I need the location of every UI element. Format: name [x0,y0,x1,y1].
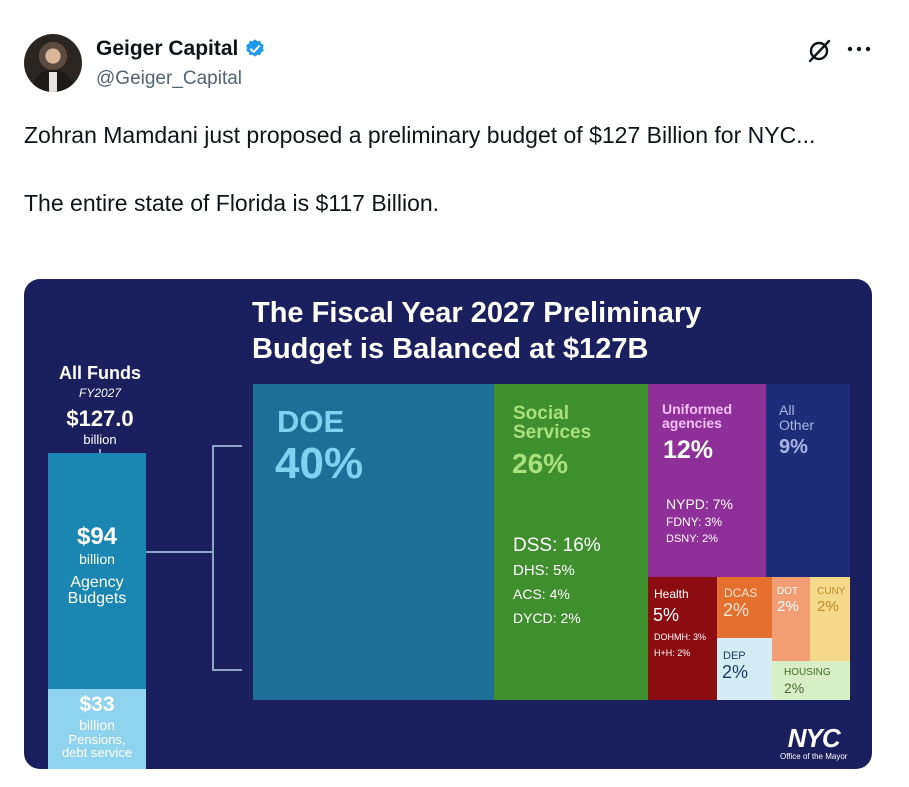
author-name-row[interactable]: Geiger Capital [96,37,266,61]
uniformed-label-2: agencies [662,415,722,431]
author-avatar[interactable] [24,34,82,92]
doe-label: DOE [277,404,345,439]
connector-horizontal [146,551,214,553]
dcas-pct: 2% [723,600,750,620]
health-block: Health 5% DOHMH: 3% H+H: 2% [648,577,717,700]
agency-unit: billion [79,551,115,567]
tweet-text: Zohran Mamdani just proposed a prelimina… [24,118,884,220]
more-options-icon[interactable] [846,44,872,54]
pensions-amount: $33 [79,693,115,716]
all-funds-amount: $127.0 [66,406,134,431]
dot-block: DOT 2% [772,577,810,661]
agency-budgets-bar: $94 billion Agency Budgets [48,453,146,689]
other-label-1: All [779,402,795,418]
dep-pct: 2% [722,662,749,682]
agency-label-1: Agency [70,574,124,591]
social-label-1: Social [513,403,569,424]
bracket-bottom [212,669,242,671]
uniformed-label-1: Uniformed [662,401,732,417]
doe-pct: 40% [275,439,364,488]
social-item-3: DYCD: 2% [513,610,581,626]
nyc-mayor-logo: NYC Office of the Mayor [780,725,847,761]
doe-block: DOE 40% [253,384,494,700]
uniformed-label: Uniformed agencies [662,402,732,430]
housing-label: HOUSING [784,667,831,678]
health-label: Health [654,587,689,601]
health-item-0: DOHMH: 3% [654,632,707,642]
other-pct: 9% [779,436,808,458]
author-handle[interactable]: @Geiger_Capital [96,68,243,89]
social-pct: 26% [512,448,569,479]
nyc-logo-sub: Office of the Mayor [780,752,848,761]
social-label-2: Services [513,422,592,443]
dep-block: DEP 2% [717,638,772,700]
bracket-vertical [212,445,214,671]
dot-pct: 2% [777,598,799,615]
title-line1: The Fiscal Year 2027 Preliminary [252,297,702,329]
uniformed-item-2: DSNY: 2% [666,533,718,545]
grok-icon[interactable] [806,38,832,64]
all-funds-heading: All Funds [59,363,141,383]
cuny-label: CUNY [817,586,846,597]
other-label-2: Other [779,417,815,433]
all-other-block: All Other 9% [766,384,850,577]
uniformed-agencies-block: Uniformed agencies 12% NYPD: 7% FDNY: 3%… [648,384,766,577]
pensions-unit: billion [79,717,115,733]
infographic-title: The Fiscal Year 2027 Preliminary Budget … [252,295,772,367]
pensions-bar: $33 billion Pensions, debt service [48,689,146,769]
uniformed-pct: 12% [663,436,714,464]
social-services-block: Social Services 26% DSS: 16% DHS: 5% ACS… [494,384,648,700]
health-item-1: H+H: 2% [654,648,691,658]
housing-pct: 2% [784,680,805,696]
housing-block: HOUSING 2% [772,661,850,700]
nyc-logo-text: NYC [787,723,841,753]
title-line2: Budget is Balanced at $127B [252,333,649,365]
health-pct: 5% [653,605,680,625]
dcas-block: DCAS 2% [717,577,772,638]
tweet-text-line2: The entire state of Florida is $117 Bill… [24,190,440,216]
all-funds-fy: FY2027 [78,386,122,400]
bracket-top [212,445,242,447]
social-item-2: ACS: 4% [513,586,570,602]
cuny-block: CUNY 2% [810,577,850,661]
uniformed-item-1: FDNY: 3% [666,515,723,529]
all-funds-summary: All Funds FY2027 $127.0 billion [36,363,164,447]
social-label: Social Services [513,404,591,442]
verified-badge-icon [246,39,265,57]
dep-label: DEP [723,650,746,662]
cuny-pct: 2% [817,598,839,615]
dcas-label: DCAS [724,586,758,600]
agency-amount: $94 [76,523,118,550]
budget-infographic[interactable]: The Fiscal Year 2027 Preliminary Budget … [24,279,872,769]
other-label: All Other [779,403,814,433]
social-item-1: DHS: 5% [513,562,575,579]
dot-label: DOT [777,586,799,597]
pensions-label-2: debt service [61,745,133,760]
pensions-label-1: Pensions, [68,732,126,747]
all-funds-unit: billion [83,432,117,447]
uniformed-item-0: NYPD: 7% [666,496,733,512]
author-name[interactable]: Geiger Capital [96,37,239,60]
social-item-0: DSS: 16% [513,535,601,556]
tweet-text-line1: Zohran Mamdani just proposed a prelimina… [24,122,816,148]
agency-label-2: Budgets [67,590,127,607]
